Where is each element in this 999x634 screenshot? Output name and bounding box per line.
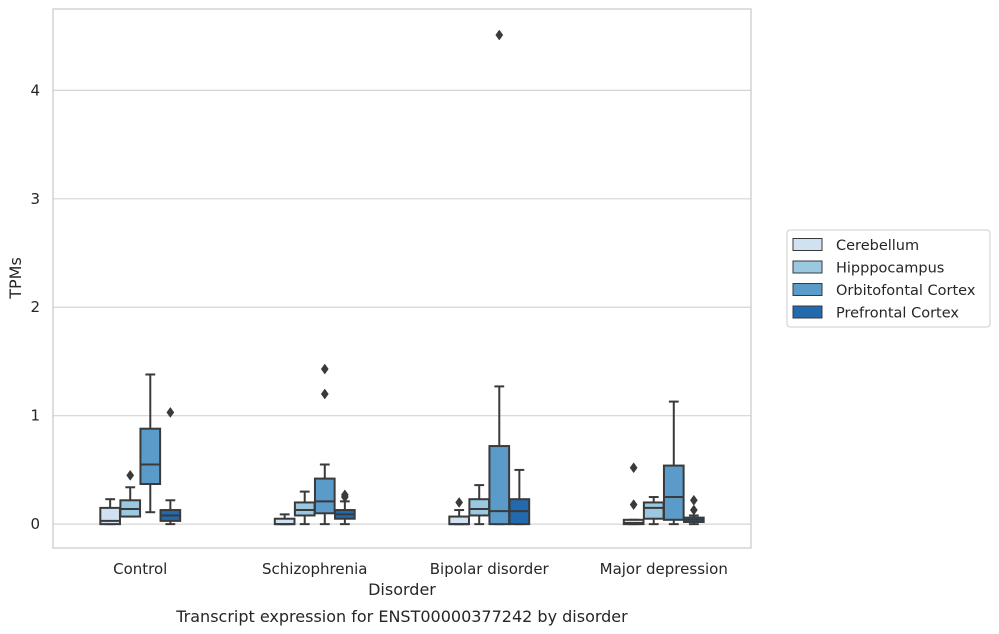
box-hipppocampus — [468, 484, 491, 526]
box-prefrontal-cortex — [159, 407, 182, 526]
box-cerebellum — [273, 513, 296, 526]
box-orbitofontal-cortex — [139, 373, 162, 514]
legend-label: Cerebellum — [836, 238, 919, 254]
legend-label: Hipppocampus — [836, 261, 944, 277]
outlier-point — [689, 494, 698, 506]
y-axis-label: TPMs — [6, 257, 25, 300]
outlier-point — [166, 407, 175, 418]
box-iqr — [622, 518, 645, 526]
x-tick-labels: Control Schizophrenia Bipolar disorder Majo… — [113, 560, 728, 578]
box-iqr — [468, 498, 491, 517]
legend-label: Prefrontal Cortex — [836, 306, 959, 322]
outlier-point — [320, 363, 329, 375]
box-orbitofontal-cortex — [313, 363, 336, 526]
box-prefrontal-cortex — [508, 468, 531, 526]
x-tick-label: Schizophrenia — [262, 560, 367, 578]
x-tick-label: Control — [113, 560, 167, 578]
outlier-point — [629, 499, 638, 511]
x-axis-label: Disorder — [368, 580, 436, 599]
y-tick-label: 2 — [30, 298, 40, 316]
y-tick-label: 4 — [30, 81, 40, 99]
box-iqr — [139, 427, 162, 486]
legend-frame — [786, 229, 991, 328]
box-cerebellum — [448, 497, 470, 526]
outlier-point — [689, 504, 698, 516]
box-hipppocampus — [119, 469, 142, 518]
box-iqr — [642, 501, 665, 520]
box-hipppocampus — [293, 490, 316, 526]
box-hipppocampus — [642, 496, 665, 526]
box-iqr — [448, 515, 470, 526]
outlier-point — [340, 491, 349, 503]
legend: Cerebellum Hipppocampus Orbitofontal Corte… — [786, 229, 991, 328]
legend-swatch — [792, 305, 823, 319]
y-tick-label: 3 — [30, 190, 40, 208]
x-tick-label: Major depression — [600, 560, 728, 578]
box-prefrontal-cortex — [683, 494, 705, 526]
box-iqr — [662, 464, 685, 521]
x-tick-label: Bipolar disorder — [430, 560, 550, 578]
box-iqr — [313, 477, 336, 515]
legend-swatch — [792, 238, 823, 251]
box-orbitofontal-cortex — [662, 400, 685, 526]
y-tick-label: 0 — [30, 515, 40, 533]
outlier-point — [455, 497, 464, 508]
box-iqr — [293, 501, 316, 517]
plot-frame — [52, 8, 752, 549]
outlier-point — [495, 29, 504, 41]
legend-swatch — [792, 260, 823, 274]
outlier-point — [126, 469, 135, 481]
legend-swatch — [792, 283, 823, 296]
chart-caption: Transcript expression for ENST0000037724… — [175, 607, 628, 626]
legend-label: Orbitofontal Cortex — [836, 283, 976, 299]
legend-items: Cerebellum Hipppocampus Orbitofontal Corte… — [792, 238, 976, 322]
box-prefrontal-cortex — [334, 489, 356, 526]
outlier-point — [629, 462, 638, 474]
outlier-point — [320, 388, 329, 400]
box-layer — [99, 29, 705, 526]
y-tick-label: 1 — [30, 407, 40, 425]
y-tick-labels: 0 1 2 3 4 — [30, 81, 40, 533]
box-cerebellum — [622, 462, 645, 526]
box-cerebellum — [99, 498, 121, 526]
box-orbitofontal-cortex — [488, 29, 511, 526]
box-iqr — [488, 445, 511, 526]
